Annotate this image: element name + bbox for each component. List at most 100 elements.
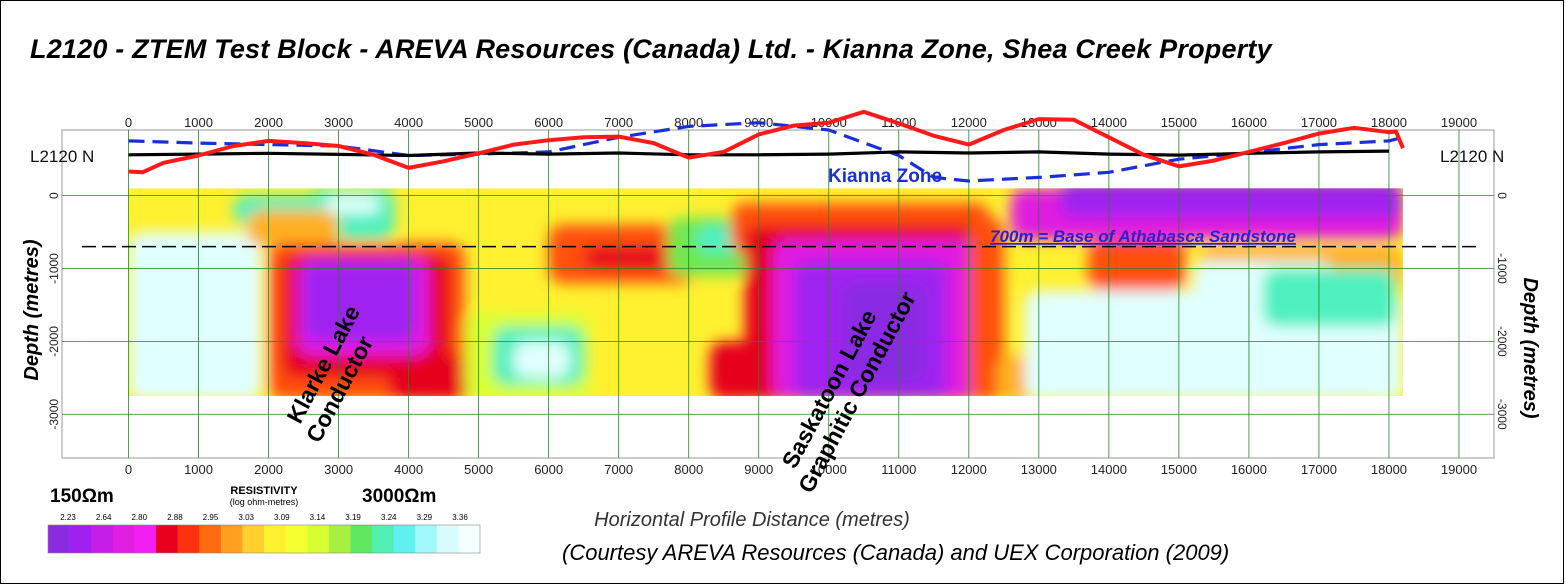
x-tick-label-bottom: 7000 [604,462,633,477]
ztem-red-profile [128,109,1405,175]
scale-tick-label: 2.23 [60,513,76,522]
x-tick-label-bottom: 11000 [881,462,916,477]
scale-swatch [436,525,459,553]
x-tick-label-bottom: 10000 [811,462,847,477]
resistivity-cell [842,283,927,386]
scale-tick-label: 2.80 [131,513,147,522]
scale-swatch [199,525,222,553]
x-tick-label-bottom: 19000 [1441,462,1477,477]
scale-swatch [307,525,330,553]
y-axis-title-left: Depth (metres) [21,239,43,380]
x-tick-label-top: 7000 [604,115,633,130]
scale-tick-label: 3.19 [345,513,361,522]
line-label-left: L2120 N [30,147,94,166]
resistivity-cell [1262,268,1396,327]
resistivity-cell [247,210,339,247]
scale-swatch [91,525,114,553]
y-ticks-right: 0 -1000 -2000 -3000 [1495,192,1509,430]
x-tick-label-bottom: 13000 [1021,462,1057,477]
resistivity-cell [996,355,1032,397]
x-tick-label-top: 3000 [324,115,353,130]
scale-swatch [177,525,200,553]
resistivity-scale: 150Ωm 3000Ωm RESISTIVITY (log ohm-metres… [47,485,481,554]
x-tick-label-top: 15000 [1161,115,1197,130]
x-tick-label-bottom: 8000 [674,462,703,477]
scale-tick-label: 2.88 [167,513,183,522]
scale-border [47,524,481,554]
x-tick-label-bottom: 1000 [184,462,213,477]
resistivity-cell [324,195,381,214]
scale-low-label: 150Ωm [50,486,114,507]
topography-profile [128,149,1390,158]
resistivity-cell [968,217,1004,397]
resistivity-cell [163,283,206,335]
x-ticks-bottom: 0 1000 2000 3000 4000 5000 6000 7000 8000 9000 100… [125,462,1477,477]
scale-swatch [393,525,416,553]
scale-tick-label: 3.03 [238,513,254,522]
scale-swatch [458,525,481,553]
scale-high-label: 3000Ωm [362,486,436,507]
x-tick-label-top: 18000 [1371,115,1407,130]
y-ticks-left: 0 -1000 -2000 -3000 [47,192,61,430]
x-tick-label-top: 19000 [1441,115,1477,130]
scale-title: RESISTIVITY [230,485,298,497]
x-ticks-top: 0 1000 2000 3000 4000 5000 6000 7000 8000 9000 100… [125,115,1477,130]
scale-swatch [112,525,135,553]
resistivity-cell [583,246,668,269]
x-axis-title: Horizontal Profile Distance (metres) [594,509,910,531]
x-tick-label-top: 1000 [184,115,213,130]
x-tick-label-top: 17000 [1301,115,1337,130]
y-tick-label-right: -3000 [1495,399,1509,430]
x-tick-label-bottom: 14000 [1091,462,1127,477]
scale-swatch [285,525,308,553]
resistivity-cell [513,341,570,378]
scale-swatch [415,525,438,553]
x-tick-label-bottom: 17000 [1301,462,1337,477]
scale-swatch [242,525,265,553]
credit-text: (Courtesy AREVA Resources (Canada) and U… [562,540,1229,565]
resistivity-cell [1087,239,1186,291]
scale-tick-label: 3.36 [452,513,468,522]
scale-swatch [134,525,157,553]
y-tick-label-left: -2000 [47,326,61,357]
scale-tick-label: 2.64 [96,513,112,522]
resistivity-cell [303,261,416,342]
scale-swatch [156,525,178,553]
x-tick-label-bottom: 3000 [324,462,353,477]
x-tick-label-bottom: 16000 [1231,462,1267,477]
scale-tick-label: 3.29 [417,513,433,522]
x-tick-label-bottom: 2000 [254,462,283,477]
scale-swatch [328,525,351,553]
y-tick-label-left: -1000 [47,253,61,284]
scale-swatch [48,525,70,553]
profile-lines [128,109,1405,183]
y-tick-label-left: 0 [47,192,61,199]
base-athabasca-label: 700m = Base of Athabasca Sandstone [990,227,1296,246]
scale-tick-label: 2.95 [203,513,219,522]
line-label-right: L2120 N [1440,147,1504,166]
scale-tick-label: 3.09 [274,513,290,522]
x-tick-label-bottom: 5000 [464,462,493,477]
scale-swatch [69,525,92,553]
y-axis-title-right: Depth (metres) [1519,277,1541,418]
x-tick-label-top: 5000 [464,115,493,130]
resistivity-cell [387,355,472,397]
figure-title: L2120 - ZTEM Test Block - AREVA Resource… [30,34,1272,64]
x-tick-label-top: 12000 [951,115,987,130]
x-tick-label-bottom: 15000 [1161,462,1197,477]
scale-swatch [220,525,243,553]
x-tick-label-top: 0 [125,115,132,130]
x-tick-label-top: 2000 [254,115,283,130]
x-tick-label-top: 16000 [1231,115,1267,130]
grid-lines [62,130,1494,458]
scale-swatch [264,525,286,553]
x-tick-label-bottom: 4000 [394,462,423,477]
x-tick-label-bottom: 18000 [1371,462,1407,477]
y-tick-label-left: -3000 [47,399,61,430]
scale-swatch [372,525,394,553]
x-tick-label-bottom: 0 [125,462,132,477]
y-tick-label-right: -1000 [1495,253,1509,284]
scale-swatch [350,525,373,553]
x-tick-label-top: 6000 [534,115,563,130]
